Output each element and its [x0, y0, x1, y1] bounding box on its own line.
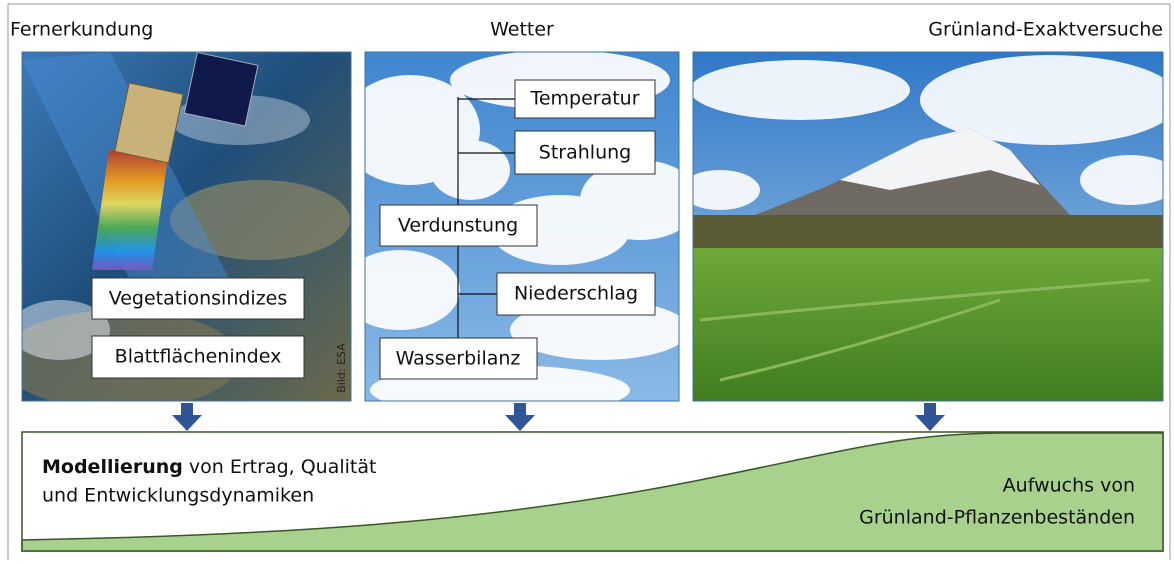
label-box [379, 337, 538, 380]
arrow [172, 403, 945, 431]
label: Verdunstung [398, 215, 518, 237]
panel-title: Grünland-Exaktversuche [928, 19, 1163, 41]
credit: Bild: ESA [335, 343, 348, 393]
label-box [91, 335, 305, 379]
label: Blattflächenindex [115, 346, 282, 368]
panel-border [364, 51, 680, 402]
label: Temperatur [529, 88, 639, 110]
grassland-image [693, 52, 1163, 401]
growth-text: Grünland-Pflanzenbeständen [859, 507, 1135, 529]
label: Vegetationsindizes [109, 288, 288, 310]
panel-title: Wetter [490, 19, 554, 41]
model-line: und Entwicklungsdynamiken [42, 485, 314, 507]
satellite-image [22, 52, 351, 401]
label: Niederschlag [514, 283, 638, 305]
growth-curve [21, 432, 1164, 552]
label: Strahlung [539, 142, 631, 164]
label-box [514, 79, 656, 119]
model-line: von Ertrag, Qualität [189, 456, 377, 478]
panel-border [692, 51, 1164, 402]
panel-border [21, 51, 352, 402]
label-box [379, 204, 538, 247]
model-text: Modellierung von Ertrag, Qualität [42, 456, 376, 478]
label-box [496, 272, 656, 316]
label-box [91, 277, 305, 320]
label-box [514, 130, 656, 175]
panel-title: Fernerkundung [10, 19, 153, 41]
label: Wasserbilanz [396, 348, 521, 370]
growth-text: Aufwuchs von [1003, 475, 1135, 497]
model-bold: Modellierung [42, 456, 183, 478]
